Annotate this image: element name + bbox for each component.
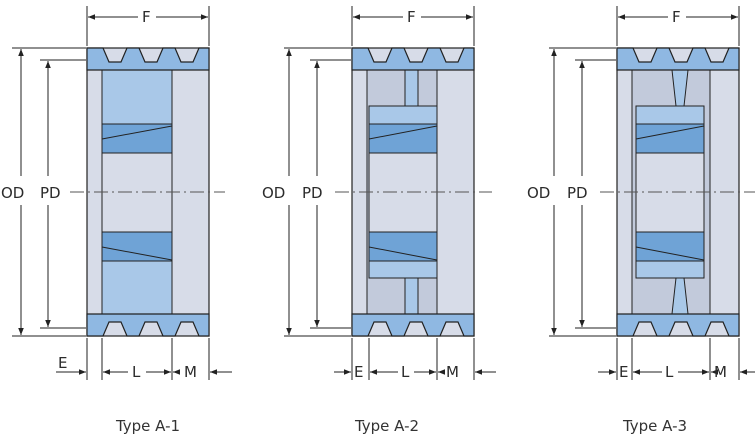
a1-e-label: E [58, 354, 67, 372]
a2-e-label: E [354, 363, 363, 381]
a3-f-label: F [672, 8, 681, 26]
a2-pd-label: PD [302, 184, 323, 202]
type-a1-drawing [12, 6, 232, 380]
type-a2-drawing [284, 6, 496, 380]
a3-m-label: M [714, 363, 727, 381]
a2-od-label: OD [262, 184, 285, 202]
a3-caption: Type A-3 [622, 417, 687, 435]
a1-pd-label: PD [40, 184, 61, 202]
a2-caption: Type A-2 [354, 417, 419, 435]
a3-od-label: OD [527, 184, 550, 202]
a1-l-label: L [132, 363, 141, 381]
a1-m-label: M [184, 363, 197, 381]
a2-f-label: F [407, 8, 416, 26]
a3-e-label: E [619, 363, 628, 381]
a1-caption: Type A-1 [115, 417, 180, 435]
a3-l-label: L [665, 363, 674, 381]
a3-pd-label: PD [567, 184, 588, 202]
a1-f-label: F [142, 8, 151, 26]
a1-od-label: OD [1, 184, 24, 202]
type-a3-drawing [549, 6, 755, 380]
a2-m-label: M [446, 363, 459, 381]
a2-l-label: L [401, 363, 410, 381]
